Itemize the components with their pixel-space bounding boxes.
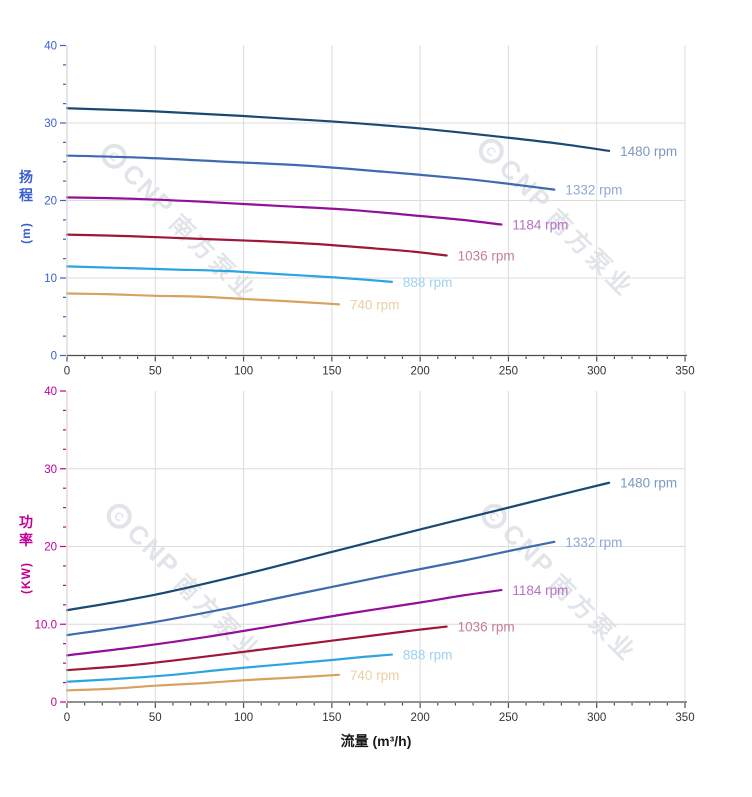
x-tick-label: 250 <box>499 366 518 378</box>
series-label-1480rpm: 1480 rpm <box>620 144 677 159</box>
curve-head-740rpm <box>65 292 341 306</box>
head-panel: 1480 rpm 1332 rpm 1184 rpm 1036 rpm 888 rpm7… <box>44 41 694 378</box>
x-tick-label: 150 <box>322 366 341 378</box>
x-tick-label: 0 <box>64 366 70 378</box>
curve-head-1480rpm <box>65 107 611 152</box>
y-tick-label: 40 <box>44 41 57 53</box>
head-x-axis: 0 50 100 150 200 250 300 350 <box>64 354 695 378</box>
power-y-axis-label: 功率 <box>18 514 33 549</box>
y-tick-label: 10.0 <box>35 619 57 631</box>
y-tick-label: 40 <box>44 386 57 398</box>
power-y-axis: 0 10.0 20 30 40 <box>35 386 68 709</box>
y-tick-label: 20 <box>44 196 57 208</box>
y-tick-label: 30 <box>44 118 57 130</box>
x-tick-label: 150 <box>322 712 341 724</box>
x-tick-label: 0 <box>64 712 70 724</box>
power-panel: 1480 rpm 1332 rpm 1184 rpm 1036 rpm 888 rpm7… <box>35 386 695 724</box>
series-label-1480rpm: 1480 rpm <box>620 476 677 491</box>
power-gridlines <box>67 391 686 702</box>
x-tick-label: 350 <box>675 712 694 724</box>
y-tick-label: 20 <box>44 542 57 554</box>
x-axis-title: 流量 (m³/h) <box>340 733 412 749</box>
y-tick-label: 10 <box>44 273 57 285</box>
series-label-1036rpm: 1036 rpm <box>458 620 515 635</box>
head-gridlines <box>67 45 686 356</box>
series-label-740rpm: 740 rpm <box>350 668 400 683</box>
x-tick-label: 50 <box>149 366 162 378</box>
y-tick-label: 30 <box>44 464 57 476</box>
series-label-888rpm: 888 rpm <box>403 648 453 663</box>
curve-head-888rpm <box>65 265 393 283</box>
head-y-axis-label: 扬程 <box>18 169 33 204</box>
head-y-axis-unit: (m) <box>18 222 33 245</box>
y-tick-label: 0 <box>51 351 57 363</box>
power-x-axis: 0 50 100 150 200 250 300 350 <box>64 701 695 724</box>
x-tick-label: 50 <box>149 712 162 724</box>
x-tick-label: 100 <box>234 712 253 724</box>
series-label-1184rpm: 1184 rpm <box>512 583 568 598</box>
series-label-1332rpm: 1332 rpm <box>565 535 622 550</box>
curve-power-1184rpm <box>65 588 503 657</box>
power-y-axis-unit: (KW) <box>19 562 34 595</box>
curve-head-1332rpm <box>65 154 556 191</box>
x-tick-label: 200 <box>411 366 430 378</box>
series-label-1184rpm: 1184 rpm <box>512 218 568 233</box>
curve-head-1184rpm <box>65 196 503 226</box>
y-tick-label: 0 <box>51 697 57 709</box>
curve-power-740rpm <box>65 673 341 692</box>
x-tick-label: 200 <box>411 712 430 724</box>
x-tick-label: 300 <box>587 712 606 724</box>
curve-head-1036rpm <box>65 233 448 257</box>
series-label-740rpm: 740 rpm <box>350 297 400 312</box>
head-y-axis-title: 扬程 (m) <box>11 168 41 244</box>
series-label-1036rpm: 1036 rpm <box>458 249 515 264</box>
x-tick-label: 300 <box>587 366 606 378</box>
power-y-axis-title: 功率 (KW) <box>11 513 41 594</box>
x-tick-label: 250 <box>499 712 518 724</box>
curve-power-1480rpm <box>65 481 611 612</box>
curve-power-1332rpm <box>65 540 556 637</box>
head-y-axis: 0 10 20 30 40 <box>44 41 68 363</box>
series-label-888rpm: 888 rpm <box>403 275 453 290</box>
curve-power-888rpm <box>65 653 393 683</box>
x-tick-label: 350 <box>675 366 694 378</box>
series-label-1332rpm: 1332 rpm <box>565 183 622 198</box>
curve-power-1036rpm <box>65 625 448 672</box>
x-tick-label: 100 <box>234 366 253 378</box>
